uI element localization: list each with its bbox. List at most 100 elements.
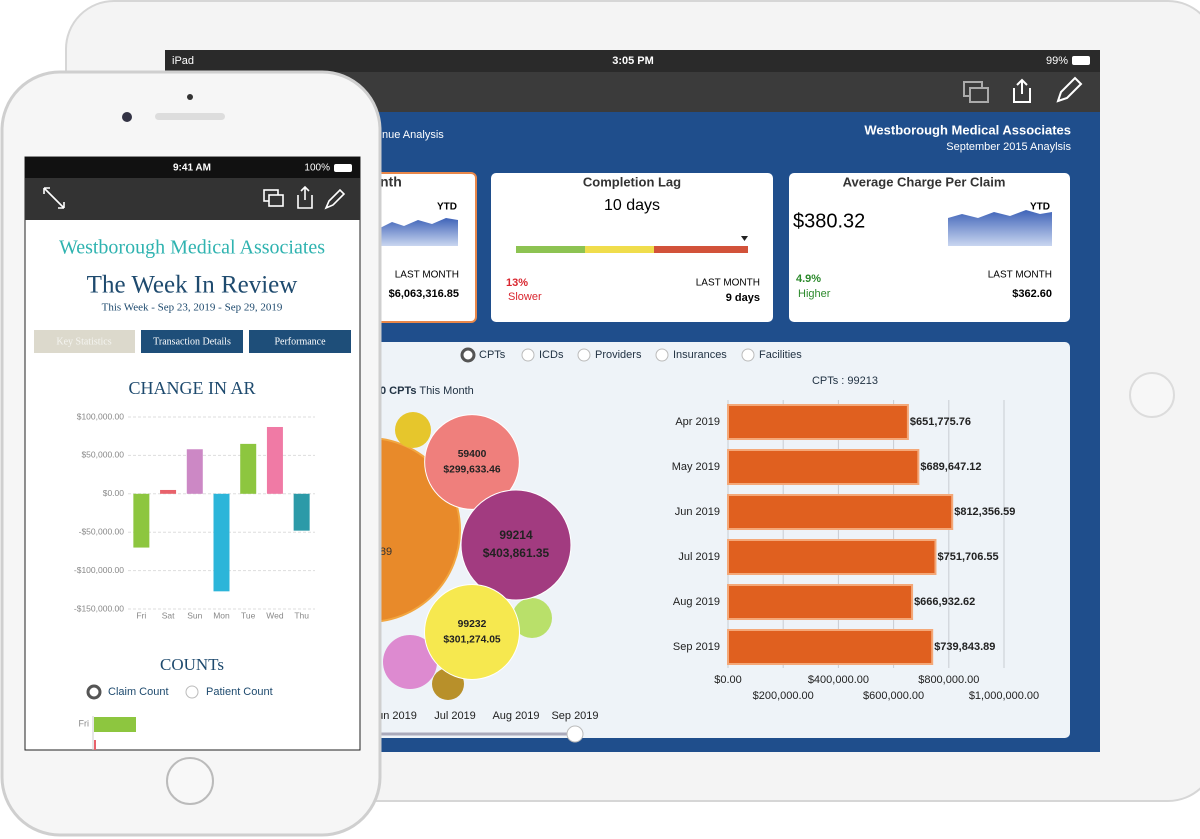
data-label: $739,843.89 <box>934 641 995 653</box>
bar[interactable] <box>727 494 954 530</box>
card-change: 13% <box>506 277 528 289</box>
filter-group: CPTs ICDs Providers Insurances Facilities <box>460 347 802 363</box>
radio-selected[interactable] <box>460 347 476 363</box>
bar[interactable] <box>266 426 283 494</box>
tab-label: Transaction Details <box>153 336 231 347</box>
bubble-title-period: This Month <box>419 385 473 397</box>
card-compare-value: $6,063,316.85 <box>389 288 459 300</box>
battery-percent: 100% <box>304 163 330 174</box>
counts-bar <box>94 717 136 732</box>
bar[interactable] <box>727 584 914 620</box>
gauge-segment <box>585 246 654 253</box>
device-name: iPad <box>172 55 194 67</box>
radio-label: Insurances <box>673 349 727 361</box>
card-compare-value: $362.60 <box>1012 288 1052 300</box>
org-title: Westborough Medical Associates <box>864 122 1071 137</box>
share-icon[interactable] <box>297 185 313 209</box>
x-tick-label: Sat <box>162 610 175 620</box>
timeline-label: Sep 2019 <box>551 710 598 722</box>
camera <box>122 112 132 122</box>
y-tick-label: $0.00 <box>103 488 125 498</box>
bubble[interactable] <box>460 489 572 601</box>
card-title: nth <box>380 174 402 190</box>
tab[interactable] <box>34 330 135 353</box>
radio-selected[interactable] <box>86 684 102 700</box>
x-tick-label: $200,000.00 <box>753 690 814 702</box>
bar[interactable] <box>133 493 150 548</box>
card-title: Average Charge Per Claim <box>843 174 1006 189</box>
y-tick-label: -$50,000.00 <box>79 526 125 536</box>
radio-label: ICDs <box>539 349 564 361</box>
bar[interactable] <box>727 449 920 485</box>
gauge-marker <box>741 236 748 241</box>
bubble[interactable] <box>424 414 520 510</box>
edit-icon[interactable] <box>324 188 346 210</box>
bubble-code: 59400 <box>458 449 487 460</box>
bubble-value: $299,633.46 <box>443 464 500 475</box>
kpi-card[interactable] <box>789 173 1070 322</box>
bubble-value: $403,861.35 <box>483 546 550 560</box>
ipad-status-bar <box>165 50 1100 72</box>
bar[interactable] <box>727 629 934 665</box>
edit-icon[interactable] <box>1056 76 1083 103</box>
bubble-label: 89 <box>380 546 392 558</box>
x-tick-label: $1,000,000.00 <box>969 690 1039 702</box>
tab[interactable] <box>249 330 351 353</box>
timeline-label: Aug 2019 <box>492 710 539 722</box>
x-tick-label: $800,000.00 <box>918 674 979 686</box>
bar[interactable] <box>186 449 203 494</box>
radio-label: Facilities <box>759 349 802 361</box>
org-subtitle: September 2015 Anaylsis <box>946 141 1071 153</box>
status-time: 3:05 PM <box>612 55 654 67</box>
home-button[interactable] <box>166 757 214 805</box>
y-tick-label: Aug 2019 <box>673 596 720 608</box>
timeline: un 2019 Jul 2019 Aug 2019 Sep 2019 <box>377 710 598 722</box>
tab[interactable] <box>141 330 243 353</box>
sparkline <box>380 218 458 246</box>
bubble-chart: 59400 $299,633.46 99214 $403,861.35 99232 $30… <box>424 414 572 680</box>
data-label: $651,775.76 <box>910 416 971 428</box>
card-direction: Higher <box>798 288 831 300</box>
y-tick-label: Apr 2019 <box>675 416 720 428</box>
share-icon[interactable] <box>1013 78 1031 103</box>
toolbar-icons <box>43 185 346 210</box>
sensor <box>187 94 193 100</box>
bar[interactable] <box>213 493 230 592</box>
radio[interactable] <box>185 685 199 699</box>
data-label: $666,932.62 <box>914 596 975 608</box>
speaker <box>155 113 225 120</box>
y-tick-label: -$100,000.00 <box>74 565 124 575</box>
bubble[interactable] <box>512 598 552 638</box>
x-tick-label: Mon <box>213 610 230 620</box>
tab-label: Key Statistics <box>56 336 111 347</box>
resize-icon[interactable] <box>43 187 65 209</box>
x-tick-label: $400,000.00 <box>808 674 869 686</box>
iphone: 9:41 AM 100% Westborough Medical Associa… <box>0 70 382 837</box>
bubble-title: 0 CPTs This Month <box>380 385 474 397</box>
status-time: 9:41 AM <box>173 163 211 174</box>
bar[interactable] <box>160 489 177 494</box>
radio-label: Patient Count <box>206 686 273 698</box>
bubble[interactable] <box>395 412 431 448</box>
battery-icon <box>334 164 352 172</box>
counts-category: Fri <box>79 718 90 728</box>
card-badge: YTD <box>1030 202 1050 213</box>
bar[interactable] <box>240 443 257 494</box>
bubble[interactable] <box>424 584 520 680</box>
radio[interactable] <box>655 348 669 362</box>
radio[interactable] <box>741 348 755 362</box>
radio[interactable] <box>521 348 535 362</box>
x-tick-label: $600,000.00 <box>863 690 924 702</box>
bar[interactable] <box>293 493 310 531</box>
ipad-home-button[interactable] <box>1129 372 1175 418</box>
bar[interactable] <box>727 404 909 440</box>
radio[interactable] <box>577 348 591 362</box>
bar[interactable] <box>727 539 937 575</box>
x-tick-label: Thu <box>294 610 309 620</box>
bubble[interactable] <box>383 635 437 689</box>
timeline-handle[interactable] <box>566 725 584 743</box>
iphone-toolbar <box>25 178 360 220</box>
iphone-status-bar <box>25 157 360 178</box>
card-direction: Slower <box>508 291 542 303</box>
y-tick-label: Jul 2019 <box>678 551 720 563</box>
